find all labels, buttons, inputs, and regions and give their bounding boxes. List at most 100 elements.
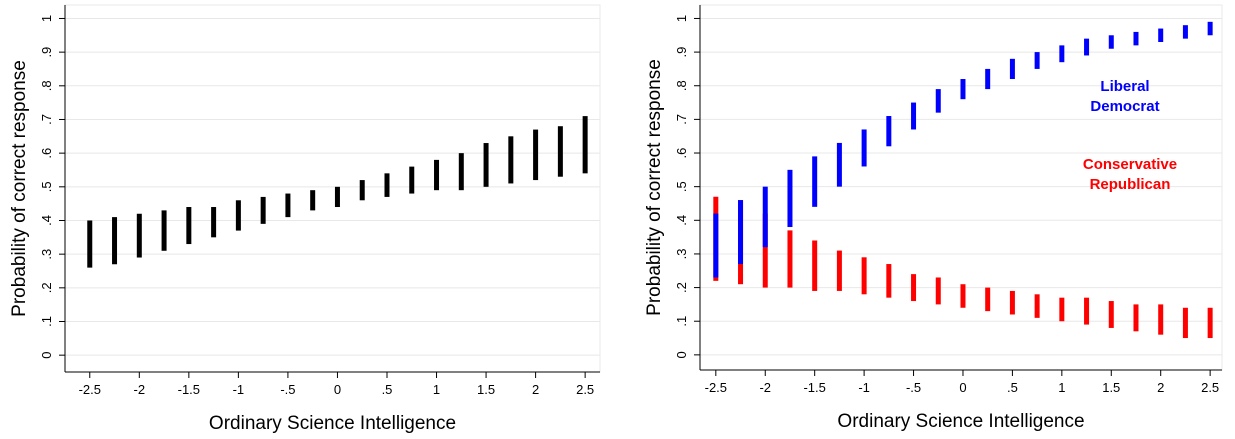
y-tick-label: .1 <box>674 316 689 327</box>
x-tick-label: -2.5 <box>79 382 101 397</box>
y-tick-label: .8 <box>674 80 689 91</box>
range-bar <box>960 284 966 308</box>
y-tick-label: .7 <box>674 114 689 125</box>
range-bar <box>211 207 217 238</box>
x-tick-label: 1 <box>1058 380 1065 395</box>
y-tick-label: .5 <box>674 181 689 192</box>
range-bar <box>1034 294 1040 318</box>
range-bar <box>582 116 588 174</box>
y-tick-label: .9 <box>39 47 54 58</box>
range-bar <box>533 129 539 181</box>
range-bar <box>1158 304 1164 335</box>
range-bar <box>960 79 966 100</box>
range-bar <box>787 169 793 228</box>
range-bar <box>161 210 167 251</box>
y-tick-label: .9 <box>674 47 689 58</box>
range-bar <box>285 193 291 218</box>
range-bar <box>861 129 867 167</box>
legend-label: Liberal Democrat <box>1090 78 1160 115</box>
range-bar <box>87 220 93 268</box>
x-tick-label: .5 <box>1007 380 1018 395</box>
x-tick-label: -1 <box>233 382 245 397</box>
x-tick-label: .5 <box>382 382 393 397</box>
range-bar <box>1009 290 1015 315</box>
x-tick-label: -1 <box>858 380 870 395</box>
y-tick-label: 1 <box>39 15 54 22</box>
x-tick-label: 1 <box>433 382 440 397</box>
x-tick-label: 2.5 <box>1201 380 1219 395</box>
range-bar <box>260 196 266 224</box>
range-bar <box>1034 52 1040 69</box>
range-bar <box>1084 297 1090 325</box>
range-bar <box>911 102 917 130</box>
range-bar <box>713 213 719 278</box>
range-bar <box>836 250 842 291</box>
range-bar <box>762 186 768 248</box>
range-bar <box>886 264 892 298</box>
x-tick-label: 1.5 <box>1102 380 1120 395</box>
x-tick-label: -.5 <box>906 380 921 395</box>
range-bar <box>787 230 793 288</box>
y-tick-label: 1 <box>674 15 689 22</box>
range-bar <box>1182 307 1188 339</box>
range-bar <box>334 186 340 208</box>
range-bar <box>935 277 941 305</box>
y-tick-label: .2 <box>39 282 54 293</box>
y-axis-title: Probability of correct response <box>644 59 665 316</box>
y-tick-label: .3 <box>39 249 54 260</box>
y-tick-label: .8 <box>39 80 54 91</box>
x-tick-label: 2 <box>1157 380 1164 395</box>
range-bar <box>836 142 842 187</box>
y-tick-label: .1 <box>39 316 54 327</box>
range-bar <box>1059 45 1065 63</box>
range-bar <box>1108 301 1114 328</box>
y-tick-label: .4 <box>39 215 54 226</box>
range-bar <box>861 257 867 295</box>
range-bar <box>762 213 768 288</box>
x-tick-label: 1.5 <box>477 382 495 397</box>
x-axis-title: Ordinary Science Intelligence <box>209 413 456 434</box>
x-tick-label: -1.5 <box>803 380 825 395</box>
range-bar <box>1133 304 1139 332</box>
range-bar <box>886 116 892 147</box>
range-bar <box>434 159 440 191</box>
x-axis-title: Ordinary Science Intelligence <box>837 411 1084 432</box>
range-bar <box>409 166 415 194</box>
x-tick-label: -2 <box>759 380 771 395</box>
range-bar <box>1207 307 1213 339</box>
x-tick-label: 0 <box>959 380 966 395</box>
range-bar <box>112 217 118 265</box>
range-bar <box>508 136 514 184</box>
range-bar <box>483 143 489 187</box>
x-tick-label: -2 <box>134 382 146 397</box>
range-bar <box>384 173 390 197</box>
y-tick-label: .5 <box>39 181 54 192</box>
y-tick-label: 0 <box>39 352 54 359</box>
range-bar <box>985 68 991 90</box>
range-bar <box>310 190 316 211</box>
range-bar <box>186 207 192 245</box>
y-tick-label: .7 <box>39 114 54 125</box>
y-tick-label: .6 <box>674 148 689 159</box>
y-tick-label: .2 <box>674 282 689 293</box>
range-bar <box>1059 297 1065 322</box>
range-bar <box>985 287 991 312</box>
x-tick-label: -1.5 <box>178 382 200 397</box>
range-bar <box>235 200 241 231</box>
plot-frame <box>64 4 601 373</box>
range-bar <box>1108 35 1114 49</box>
x-tick-label: -2.5 <box>705 380 727 395</box>
range-bar <box>458 153 464 191</box>
range-bar <box>812 240 818 291</box>
x-tick-label: 2 <box>532 382 539 397</box>
y-tick-label: .4 <box>674 215 689 226</box>
x-tick-label: 0 <box>334 382 341 397</box>
range-bar <box>911 274 917 302</box>
y-axis-title: Probability of correct response <box>9 60 30 317</box>
range-bar <box>1182 25 1188 39</box>
chart: 0 .1 .2 .3 .4 .5 .6 .7 .8 .9 1 -2.5 -2 -1.5 -1 -.5 0 .5 1 1… <box>9 4 601 434</box>
range-bar <box>1207 21 1213 36</box>
range-bar <box>557 126 563 177</box>
